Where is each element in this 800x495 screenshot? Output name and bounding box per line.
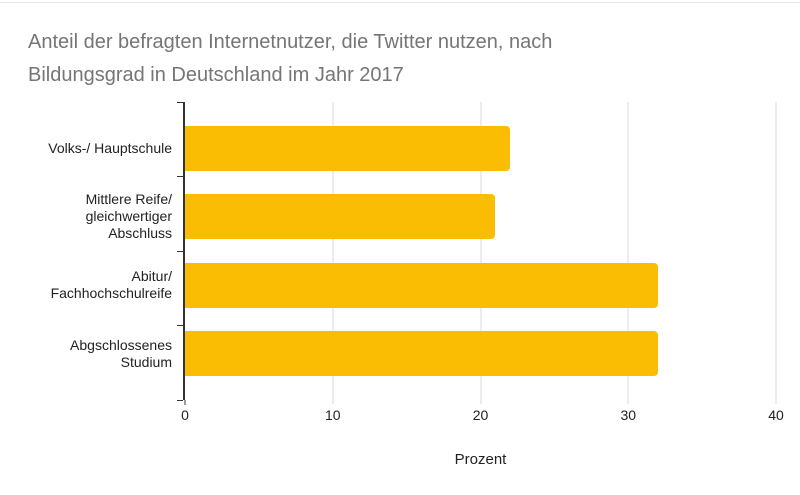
bar-mittlere-reife xyxy=(185,194,496,240)
x-axis-tick-label: 10 xyxy=(324,407,341,423)
bar-volks-hauptschule xyxy=(185,125,511,171)
x-axis-tick xyxy=(627,400,629,404)
bar-rows xyxy=(185,114,776,388)
x-axis-title: Prozent xyxy=(454,451,507,468)
bar-row xyxy=(185,183,776,252)
window-top-divider xyxy=(0,2,800,3)
category-axis-labels: Volks-/ Hauptschule Mittlere Reife/ glei… xyxy=(0,114,174,388)
category-label: Volks-/ Hauptschule xyxy=(48,139,172,156)
x-axis-tick xyxy=(184,400,186,405)
category-row: Abgschlossenes Studium xyxy=(0,320,174,389)
y-axis-tick xyxy=(177,101,183,103)
y-axis-tick xyxy=(177,250,183,252)
y-axis-tick xyxy=(177,176,183,177)
category-row: Mittlere Reife/ gleichwertiger Abschluss xyxy=(0,183,174,252)
x-axis-tick-label: 40 xyxy=(768,407,784,423)
bar-row xyxy=(185,251,776,320)
x-axis-tick-label: 20 xyxy=(472,407,489,423)
gridline xyxy=(775,102,777,400)
gridline xyxy=(480,102,481,400)
x-axis-tick xyxy=(332,400,334,404)
bar-row xyxy=(185,114,776,183)
x-axis-tick-label: 30 xyxy=(620,407,637,423)
gridline xyxy=(332,102,334,400)
bar-row xyxy=(185,320,776,389)
category-label: Mittlere Reife/ gleichwertiger Abschluss xyxy=(85,191,172,242)
x-axis-tick-labels: 0 10 20 30 40 xyxy=(181,407,784,425)
x-axis-tick-label: 0 xyxy=(181,407,189,423)
bar-studium xyxy=(185,331,658,377)
category-row: Volks-/ Hauptschule xyxy=(0,114,174,183)
chart-title: Anteil der befragten Internetnutzer, die… xyxy=(28,31,553,86)
category-label: Abgschlossenes Studium xyxy=(70,336,172,370)
gridline xyxy=(627,102,629,400)
bar-abitur xyxy=(185,262,658,308)
category-label: Abitur/ Fachhochschulreife xyxy=(50,268,172,302)
y-axis-tick xyxy=(177,325,183,326)
category-row: Abitur/ Fachhochschulreife xyxy=(0,251,174,320)
x-axis-tick xyxy=(480,400,481,404)
y-axis-tick xyxy=(177,399,183,401)
x-axis-tick xyxy=(775,400,777,404)
plot-area xyxy=(177,101,777,405)
